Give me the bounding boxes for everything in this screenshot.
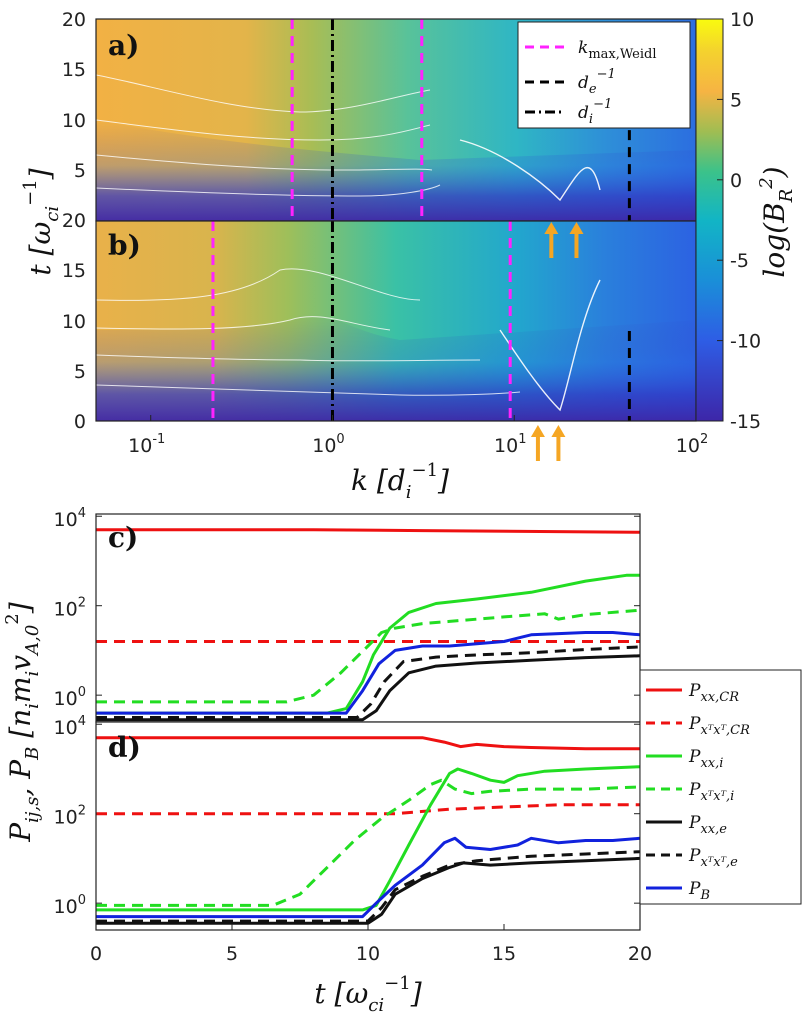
legend-entry-label: PB [688, 879, 710, 903]
line-ytick-label: 100 [54, 893, 86, 918]
line-panel-c: 104 102 100 c) [54, 506, 641, 723]
contour-b-3 [96, 354, 481, 362]
line-xtick-label: 20 [628, 943, 652, 965]
line-xticks: 0 5 10 15 20 [90, 924, 652, 965]
line-d-background [96, 722, 640, 930]
colorbar-label: log(BR2) [756, 166, 797, 277]
panel-label-b: b) [108, 229, 141, 262]
legend-a-box [517, 21, 691, 129]
legend-entry-label: Pxx,CR [688, 681, 739, 705]
legend-entry-label: Pxᵀxᵀ,e [688, 846, 738, 870]
series-p-xtxt-e [96, 645, 641, 719]
contour-b-4 [96, 384, 521, 396]
colorbar-tick-label: 5 [730, 89, 742, 111]
contour-a-2 [96, 119, 431, 141]
heatmap-b-yticks: 20 15 10 5 0 [62, 210, 86, 433]
legend-lines-box [639, 669, 802, 905]
legend-entry-label: Pxᵀxᵀ,i [688, 780, 734, 804]
legend-entry-label: Pxᵀxᵀ,CR [688, 714, 750, 738]
orange-arrow-a [569, 222, 584, 234]
line-ylabel: Pij,s, PB [nimivA,02] [2, 602, 43, 842]
heatmap-xticks: 10-1 100 101 102 [128, 415, 708, 457]
heatmap-a-yticks: 20 15 10 5 [62, 9, 86, 182]
line-ytick-label: 104 [54, 714, 86, 739]
series-p-xx-cr [96, 528, 641, 534]
series-p-b [96, 631, 641, 715]
line-xtick-label: 5 [226, 943, 238, 965]
heatmap-b-ytick: 20 [62, 210, 86, 232]
line-xtick-label: 15 [492, 943, 516, 965]
series-p-xtxt-cr [96, 803, 640, 816]
colorbar-tick-label: -5 [730, 250, 749, 272]
orange-arrow-b [551, 425, 566, 437]
line-ytick-label: 100 [54, 685, 86, 710]
legend-entry-label: Pxx,e [688, 813, 727, 837]
series-p-xx-i [96, 573, 640, 715]
heatmap-xlabel: k [di−1] [351, 460, 449, 503]
orange-arrow-b [530, 425, 545, 437]
heatmap-xtick-label: 10-1 [128, 432, 165, 457]
series-p-xx-e [96, 654, 641, 722]
heatmap-a-ytick: 5 [74, 160, 86, 182]
colorbar-tick-label: 0 [730, 170, 742, 192]
contour-b-1 [96, 268, 421, 301]
line-xlabel: t [ωci−1] [314, 973, 421, 1016]
legend-entry-label: Pxx,i [688, 747, 723, 771]
series-p-xx-e [96, 856, 641, 925]
heatmap-ylabel: t [ωci−1] [20, 168, 63, 275]
legend-lines: Pxx,CR Pxᵀxᵀ,CR Pxx,i Pxᵀxᵀ,i Pxx,e Pxᵀxᵀ,e PB [639, 669, 802, 905]
heatmap-a-ytick: 15 [62, 59, 86, 81]
panel-label-c: c) [108, 521, 138, 554]
heatmap-b-ytick: 5 [74, 361, 86, 383]
line-c-background [96, 514, 640, 722]
series-p-xtxt-i [96, 778, 641, 907]
heatmap-xtick-label: 100 [312, 432, 344, 457]
colorbar-tick-label: -15 [730, 411, 761, 433]
line-ytick-label: 102 [54, 596, 86, 621]
colorbar: 10 5 0 -5 -10 -15 log(BR2) [695, 9, 797, 433]
series-p-b [96, 836, 641, 919]
heatmap-b-ytick: 0 [74, 411, 86, 433]
line-ytick-label: 104 [54, 506, 86, 531]
contour-b-noise [499, 279, 601, 412]
contour-b-2 [96, 316, 391, 331]
heatmap-a-ytick: 20 [62, 9, 86, 31]
heatmap-a-low-region [96, 120, 696, 221]
series-p-xx-cr [96, 736, 640, 751]
panel-label-d: d) [108, 731, 141, 764]
heatmap-xtick-label: 101 [494, 432, 526, 457]
legend-a: kmax,Weidl de−1 di−1 [517, 21, 691, 129]
line-ytick-label: 102 [54, 804, 86, 829]
colorbar-tick-label: -10 [730, 331, 761, 353]
heatmap-a-ytick: 10 [62, 110, 86, 132]
line-xtick-label: 10 [356, 943, 380, 965]
contour-a-4 [96, 184, 441, 197]
colorbar-tick-label: 10 [730, 9, 754, 31]
heatmap-b-ytick: 15 [62, 260, 86, 282]
contour-a-noise [459, 139, 601, 202]
series-p-xtxt-i [96, 608, 641, 704]
heatmap-b-ytick: 10 [62, 311, 86, 333]
heatmap-xtick-label: 102 [676, 432, 708, 457]
orange-arrow-a [544, 222, 559, 234]
heatmap-panel-b: b) [95, 220, 697, 422]
contour-a-3 [96, 154, 433, 171]
panel-label-a: a) [108, 29, 139, 62]
colorbar-gradient [695, 18, 724, 422]
line-xtick-label: 0 [90, 943, 102, 965]
line-panel-d: 104 102 100 d) [54, 714, 641, 931]
